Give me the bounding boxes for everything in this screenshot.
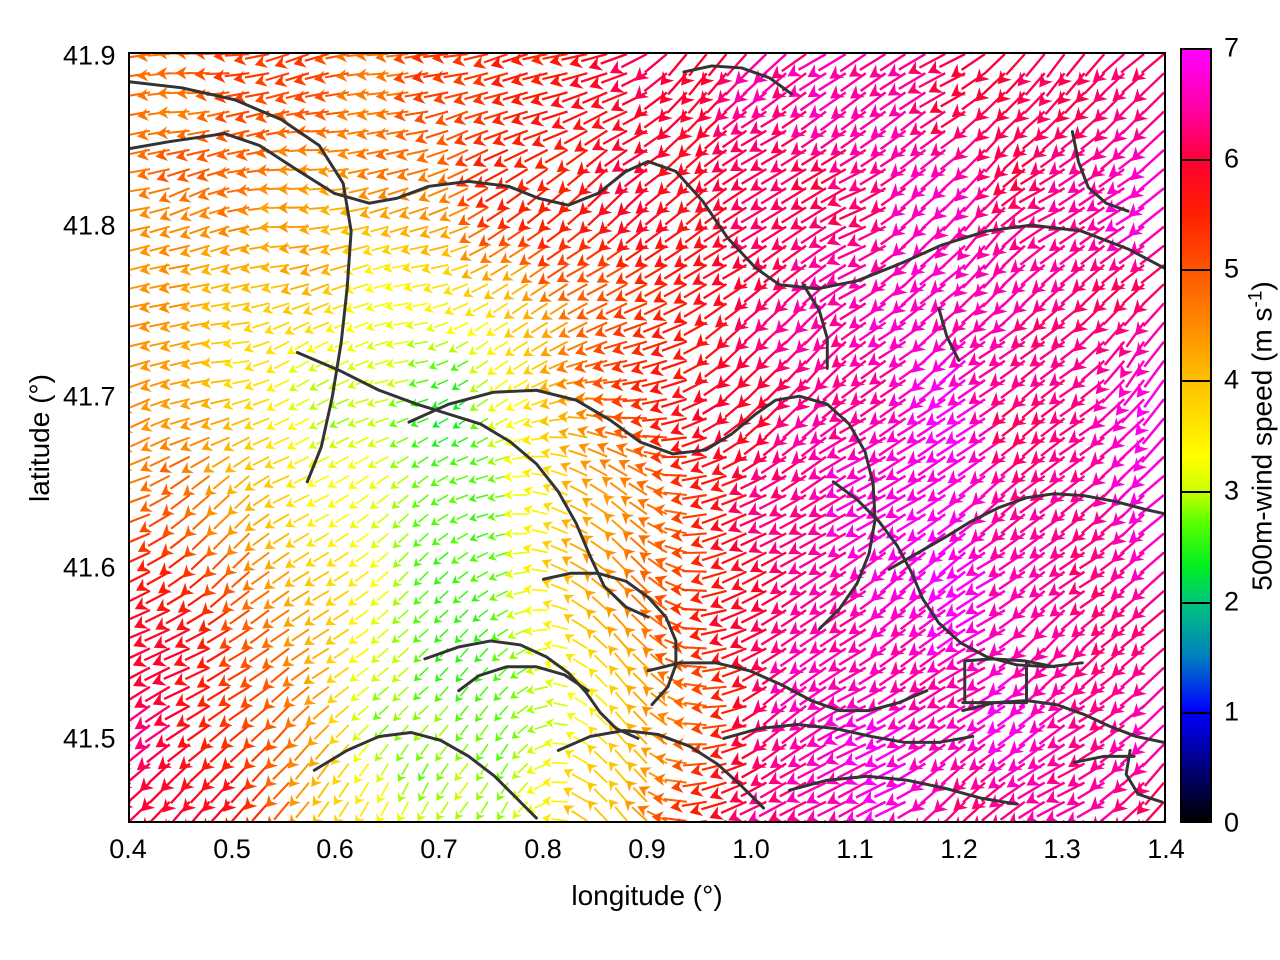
colorbar-tickmark-4 [1180, 380, 1212, 383]
ytick-label-41-5: 41.5 [63, 723, 116, 754]
colorbar-tick-label-2: 2 [1224, 586, 1240, 617]
colorbar-title-text: 500m-wind speed (m s [1246, 307, 1278, 591]
colorbar [1180, 48, 1212, 823]
terrain-contour-layer [130, 64, 1164, 820]
ytick-label-41-6: 41.6 [63, 552, 116, 583]
xtick-label-1: 0.5 [213, 834, 251, 864]
colorbar-tickmark-6 [1180, 158, 1212, 161]
colorbar-title-suffix: ) [1246, 281, 1278, 291]
xtick-label-3: 0.7 [420, 834, 458, 864]
colorbar-tick-label-5: 5 [1224, 253, 1240, 284]
colorbar-tick-label-6: 6 [1224, 143, 1240, 174]
colorbar-tick-label-7: 7 [1224, 32, 1240, 63]
ytick-label-41-9: 41.9 [63, 40, 116, 71]
y-axis-title: latitude (°) [24, 374, 55, 502]
colorbar-tick-label-0: 0 [1224, 807, 1240, 838]
wind-arrow-layer [130, 54, 1164, 821]
xtick-label-2: 0.6 [316, 834, 354, 864]
xtick-label-5: 0.9 [628, 834, 666, 864]
ytick-label-41-7: 41.7 [63, 381, 116, 412]
xtick-label-7: 1.1 [836, 834, 874, 864]
colorbar-tickmark-1 [1180, 712, 1212, 715]
colorbar-title: 500m-wind speed (m s-1) [1245, 281, 1278, 590]
xtick-label-0: 0.4 [109, 834, 147, 864]
xtick-label-6: 1.0 [732, 834, 770, 864]
plot-area [128, 52, 1166, 823]
colorbar-tick-label-3: 3 [1224, 475, 1240, 506]
colorbar-gradient [1182, 50, 1210, 821]
colorbar-tickmark-2 [1180, 601, 1212, 604]
x-axis-title: longitude (°) [571, 880, 723, 911]
xtick-label-4: 0.8 [524, 834, 562, 864]
quiver-plot-canvas [130, 54, 1164, 821]
xtick-label-10: 1.4 [1147, 834, 1185, 864]
colorbar-tickmark-5 [1180, 269, 1212, 272]
xtick-label-9: 1.3 [1043, 834, 1081, 864]
colorbar-tick-label-4: 4 [1224, 364, 1240, 395]
colorbar-tick-label-1: 1 [1224, 696, 1240, 727]
colorbar-title-exponent: -1 [1245, 290, 1267, 308]
xtick-label-8: 1.2 [940, 834, 978, 864]
colorbar-tickmark-3 [1180, 490, 1212, 493]
ytick-label-41-8: 41.8 [63, 210, 116, 241]
